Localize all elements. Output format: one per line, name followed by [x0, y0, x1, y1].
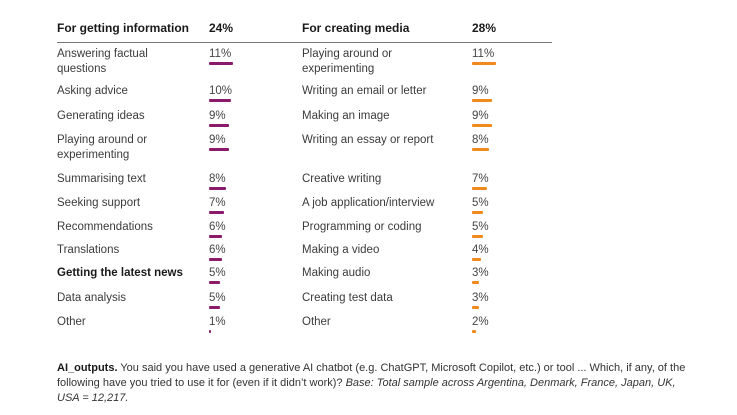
info-value-label: 10% [209, 85, 233, 97]
info-category-label: Playing around or [57, 134, 148, 146]
media-category-label: Programming or coding [302, 221, 422, 233]
info-category-label: Other [57, 316, 86, 328]
info-bar [209, 187, 226, 190]
info-category-label: Recommendations [57, 221, 153, 233]
media-bar [472, 148, 489, 151]
media-bar [472, 258, 481, 261]
info-category-label: Seeking support [57, 197, 141, 209]
info-category-label: Data analysis [57, 292, 127, 304]
info-header-rule [57, 42, 303, 43]
media-category-label: Other [302, 316, 331, 328]
info-value-label: 8% [209, 173, 226, 185]
info-category-label: experimenting [57, 149, 130, 161]
media-value-label: 5% [472, 197, 489, 209]
media-bar [472, 306, 479, 309]
info-bar [209, 281, 220, 284]
media-category-label: Writing an essay or report [302, 134, 434, 146]
media-category-label: Making a video [302, 244, 380, 256]
media-value-label: 7% [472, 173, 489, 185]
info-category-label: Answering factual [57, 48, 148, 60]
info-value-label: 9% [209, 134, 226, 146]
info-bar [209, 235, 222, 238]
info-value-label: 11% [209, 48, 232, 60]
media-category-label: Writing an email or letter [302, 85, 427, 97]
media-category-label: Creating test data [302, 292, 393, 304]
info-bar [209, 306, 220, 309]
info-value-label: 7% [209, 197, 226, 209]
info-value-label: 6% [209, 244, 226, 256]
info-category-label: Asking advice [57, 85, 128, 97]
survey-note: AI_outputs. You said you have used a gen… [57, 361, 697, 406]
media-value-label: 3% [472, 267, 489, 279]
media-category-label: Making audio [302, 267, 371, 279]
media-category-label: Creative writing [302, 173, 382, 185]
media-bar [472, 211, 483, 214]
media-bar [472, 281, 479, 284]
media-bar [472, 99, 492, 102]
info-category-label: questions [57, 63, 107, 75]
info-category-label: Summarising text [57, 173, 146, 185]
note-key: AI_outputs. [57, 362, 118, 374]
media-category-label: A job application/interview [302, 197, 435, 209]
info-panel-total: 24% [209, 21, 234, 35]
media-panel-title: For creating media [302, 21, 410, 35]
info-bar [209, 211, 224, 214]
media-category-label: Making an image [302, 110, 390, 122]
media-bar [472, 235, 483, 238]
media-bar [472, 330, 476, 333]
note-text: You said you have used a generative AI c… [57, 362, 686, 389]
media-bar [472, 124, 492, 127]
info-category-label: Translations [57, 244, 120, 256]
media-value-label: 9% [472, 110, 489, 122]
media-value-label: 5% [472, 221, 489, 233]
media-header-rule [300, 42, 552, 43]
info-bar [209, 62, 233, 65]
media-bar [472, 62, 496, 65]
media-category-label: Playing around or [302, 48, 393, 60]
info-value-label: 5% [209, 292, 226, 304]
media-value-label: 2% [472, 316, 489, 328]
info-value-label: 9% [209, 110, 226, 122]
media-value-label: 4% [472, 244, 489, 256]
info-bar [209, 148, 229, 151]
info-value-label: 1% [209, 316, 226, 328]
media-value-label: 9% [472, 85, 489, 97]
info-bar [209, 330, 211, 333]
info-value-label: 5% [209, 267, 226, 279]
note-base: Base: Total sample across Argentina, Den… [57, 377, 676, 404]
media-panel-total: 28% [472, 21, 497, 35]
info-bar [209, 99, 231, 102]
info-value-label: 6% [209, 221, 226, 233]
media-value-label: 8% [472, 134, 489, 146]
media-value-label: 11% [472, 48, 495, 60]
info-category-label: Getting the latest news [57, 267, 183, 279]
media-bar [472, 187, 487, 190]
info-bar [209, 124, 229, 127]
info-bar [209, 258, 222, 261]
info-category-label: Generating ideas [57, 110, 145, 122]
media-category-label: experimenting [302, 63, 375, 75]
info-panel-title: For getting information [57, 21, 189, 35]
media-value-label: 3% [472, 292, 489, 304]
